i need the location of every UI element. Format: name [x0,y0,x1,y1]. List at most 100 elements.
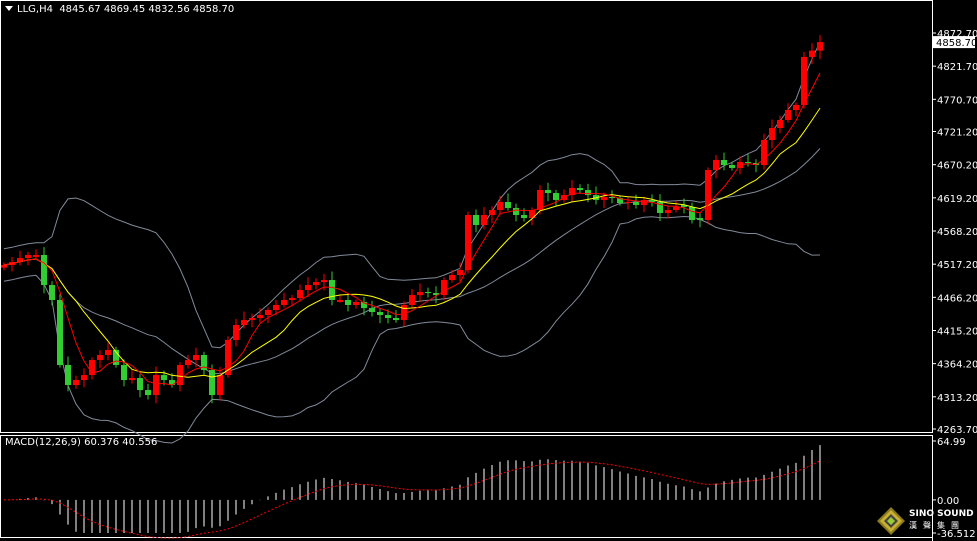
candle-body [617,198,623,204]
candle-body [633,201,639,205]
candle-body [33,254,39,257]
candle-body [313,282,319,286]
candle-body [25,254,31,259]
candle-body [673,207,679,210]
candle-body [161,375,167,381]
candle-body [105,349,111,356]
candle-body [497,201,503,210]
candle-body [97,355,103,361]
candle-body [281,299,287,305]
candle-body [569,188,575,196]
candle-body [585,190,591,196]
candle-body [441,280,447,296]
candle-body [217,375,223,396]
candle-body [505,201,511,209]
candle-body [657,201,663,213]
logo-chinese-text: 漢聲集團 [909,521,965,530]
candle-body [17,258,23,263]
price-chart[interactable] [1,35,823,444]
candle-body [401,304,407,321]
candle-body [609,196,615,199]
moving-average-slow [3,107,821,378]
price-tick-label: 4721.20 [937,128,977,139]
candle-body [489,209,495,216]
candle-body [265,310,271,316]
macd-chart[interactable] [3,445,821,539]
macd-label: MACD(12,26,9) 60.376 40.556 [5,437,157,448]
moving-average-fast [3,72,821,386]
candle-body [537,190,543,210]
candle-body [153,375,159,396]
candle-body [809,50,815,57]
candle-body [513,208,519,216]
candle-body [113,349,119,366]
price-tick-label: 4619.20 [937,194,977,205]
logo-text: SINO SOUND [909,509,974,519]
candle-body [241,320,247,326]
candle-body [297,290,303,299]
macd-axis: 64.99 0.00 -36.512 [932,435,976,541]
price-tick-label: 4568.20 [937,227,977,238]
macd-tick-label: 64.99 [937,437,966,448]
candle-body [169,380,175,386]
candle-body [57,299,63,366]
ohlc-label: 4845.67 4869.45 4832.56 4858.70 [59,4,235,15]
candle-body [433,293,439,296]
price-tick-label: 4313.20 [937,393,977,404]
candle-body [577,188,583,191]
candle-body [137,378,143,391]
macd-tick-label: -36.512 [937,529,976,540]
candle-body [321,280,327,283]
macd-title: MACD(12,26,9) [5,437,81,448]
candle-body [305,285,311,291]
macd-signal-line [3,460,821,539]
candle-body [705,170,711,221]
candle-body [801,56,807,105]
current-price-label: 4858.70 [936,38,977,49]
price-tick-label: 4821.70 [937,62,977,73]
candle-body [625,201,631,204]
candle-body [337,299,343,302]
candle-body [777,120,783,129]
candle-body [1,265,7,268]
candle-body [793,104,799,110]
candle-body [721,159,727,165]
macd-values: 60.376 40.556 [84,437,158,448]
candle-body [481,215,487,226]
candle-body [49,285,55,300]
candle-body [449,275,455,281]
candle-body [785,109,791,121]
candle-body [465,215,471,271]
candle-body [545,190,551,194]
candle-body [361,302,367,309]
candle-body [345,299,351,305]
candle-body [521,215,527,218]
dropdown-triangle-icon[interactable] [5,6,13,11]
price-tick-label: 4770.70 [937,95,977,106]
candle-body [553,193,559,200]
candle-body [697,218,703,221]
candle-body [377,312,383,316]
candle-body [681,205,687,208]
candle-body [273,304,279,311]
candle-body [81,375,87,381]
candle-body [73,380,79,386]
candle-body [65,365,71,386]
symbol-label: LLG,H4 [17,4,53,15]
candle-body [689,207,695,221]
candle-body [745,162,751,164]
price-axis[interactable]: 4872.70 4821.70 4770.70 4721.20 4670.20 4619.… [932,0,977,436]
candle-body [201,355,207,371]
candle-body [177,365,183,386]
candle-body [353,302,359,305]
candle-body [529,209,535,218]
candle-body [425,291,431,294]
candle-body [89,360,95,376]
price-tick-label: 4364.20 [937,360,977,371]
price-tick-label: 4415.20 [937,326,977,337]
candle-body [249,318,255,321]
candle-body [209,370,215,396]
sino-sound-logo-icon [877,507,905,535]
candle-body [185,360,191,366]
candle-body [233,325,239,341]
